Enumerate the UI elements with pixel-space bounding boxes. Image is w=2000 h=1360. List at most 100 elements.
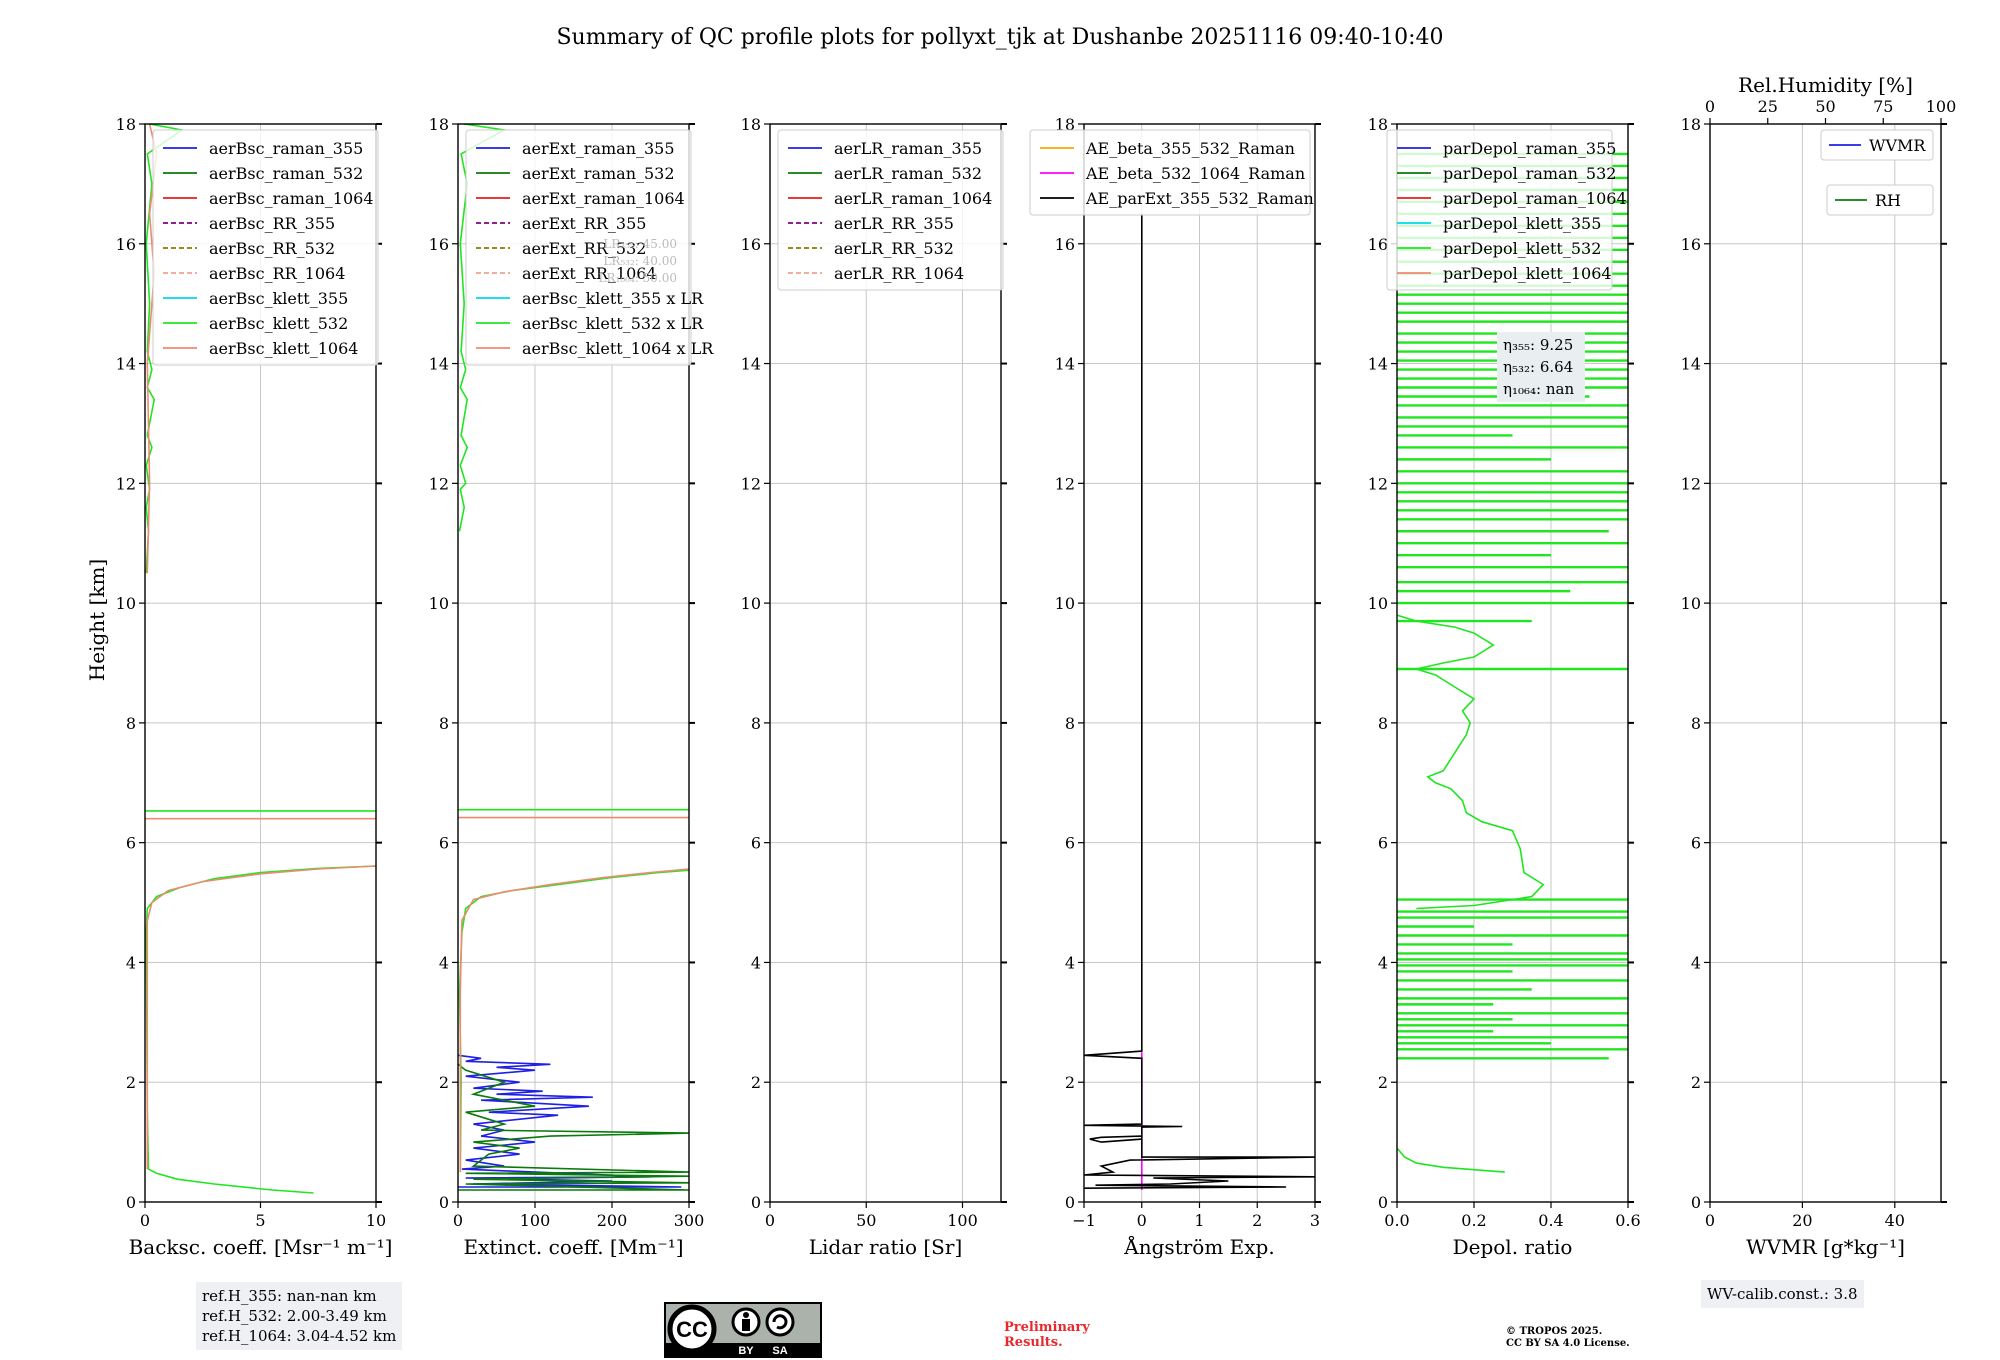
legend-label: aerBsc_raman_355 [209, 139, 363, 158]
x-axis-label: Backsc. coeff. [Msr⁻¹ m⁻¹] [129, 1235, 393, 1259]
ytick-label: 16 [741, 235, 761, 254]
panel-bsc: 0 2 4 6 8 10 12 14 16 18 0 5 10 Backsc. coeff. [Msr⁻¹… [116, 115, 393, 1259]
ytick-label: 4 [1378, 953, 1388, 972]
ytick-label: 16 [1055, 235, 1075, 254]
axes-frame [1396, 123, 1629, 1203]
xtick-label: 5 [255, 1211, 265, 1230]
ytick-label: 14 [741, 355, 761, 374]
legend-label: aerLR_raman_532 [834, 164, 982, 183]
legend-label: aerExt_raman_532 [522, 164, 675, 183]
ytick-label: 2 [1691, 1073, 1701, 1092]
ytick-label: 8 [1065, 714, 1075, 733]
legend-label: aerBsc_klett_355 [209, 289, 348, 308]
eta-annotation: η₁₀₆₄: nan [1503, 380, 1574, 398]
xtick-label: 0 [140, 1211, 150, 1230]
xtick-label: 1 [1194, 1211, 1204, 1230]
lr-annotation: LR₅₃₂: 40.00 [603, 254, 677, 268]
ytick-label: 4 [439, 953, 449, 972]
ytick-label: 6 [751, 834, 761, 853]
series-aerbsc-klett-532-x-lr-upper- [458, 123, 507, 532]
ytick-label: 10 [1368, 594, 1388, 613]
ytick-label: 10 [1055, 594, 1075, 613]
ytick-label: 6 [1691, 834, 1701, 853]
ytick-label: 12 [1681, 474, 1701, 493]
ytick-label: 2 [751, 1073, 761, 1092]
legend-box [1386, 129, 1613, 291]
eta-box [1497, 332, 1585, 402]
legend-label: aerBsc_raman_532 [209, 164, 363, 183]
ytick-label: 6 [126, 834, 136, 853]
legend-label: aerBsc_klett_532 x LR [522, 314, 704, 333]
copyright-line-2: CC BY SA 4.0 License. [1506, 1338, 1630, 1349]
xtick-label: 100 [520, 1211, 551, 1230]
ytick-label: 18 [116, 115, 136, 134]
xtick-label: 2 [1252, 1211, 1262, 1230]
ytick-label: 12 [116, 474, 136, 493]
cc-by-sa-badge: CC BY SA [664, 1302, 822, 1358]
xtick-label: 300 [674, 1211, 705, 1230]
lr-annotation: LR₃₅₅: 45.00 [603, 237, 677, 251]
ytick-label: 12 [429, 474, 449, 493]
legend-box [1820, 129, 1934, 161]
ytick-label: 8 [751, 714, 761, 733]
legend-label: aerExt_RR_1064 [522, 264, 657, 283]
ytick-label: 2 [1065, 1073, 1075, 1092]
ref-height-box: ref.H_355: nan-nan km ref.H_532: 2.00-3.… [196, 1282, 403, 1350]
top-xtick-label: 100 [1926, 97, 1957, 116]
xtick-label: 0.4 [1538, 1211, 1563, 1230]
x-axis-label: Ångström Exp. [1123, 1234, 1274, 1259]
panel-lr: 0 2 4 6 8 10 12 14 16 18 0 50 100 Lidar ratio [Sr] aer… [741, 115, 1007, 1259]
preliminary-line-1: Preliminary [1004, 1320, 1090, 1335]
xtick-label: 0.6 [1615, 1211, 1640, 1230]
x-axis-label: Depol. ratio [1453, 1235, 1573, 1259]
ytick-label: 10 [429, 594, 449, 613]
xtick-label: 0 [453, 1211, 463, 1230]
xtick-label: 0 [1137, 1211, 1147, 1230]
ytick-label: 0 [1065, 1193, 1075, 1212]
wv-calib-box: WV-calib.const.: 3.8 [1701, 1280, 1864, 1308]
ytick-label: 12 [1368, 474, 1388, 493]
axes-frame [1709, 123, 1942, 1203]
legend-label: WVMR [1869, 136, 1926, 155]
legend-label: AE_beta_532_1064_Raman [1085, 164, 1305, 183]
axes-frame [769, 123, 1002, 1203]
series-aerbsc-klett-1064-x-lr [459, 868, 690, 1173]
ytick-label: 16 [429, 235, 449, 254]
ref-height-532: ref.H_532: 2.00-3.49 km [202, 1307, 387, 1325]
xtick-label: 200 [597, 1211, 628, 1230]
series-ae-parext-355-532-raman [1083, 213, 1316, 1189]
series-aerbsc-klett-1064 [146, 865, 377, 1170]
eta-annotation: η₅₃₂: 6.64 [1503, 358, 1573, 376]
xtick-label: 50 [856, 1211, 876, 1230]
series-pardepol-klett-532-mid- [1396, 614, 1545, 910]
xtick-label: −1 [1072, 1211, 1096, 1230]
ytick-label: 18 [741, 115, 761, 134]
x-axis-label: Extinct. coeff. [Mm⁻¹] [463, 1235, 683, 1259]
top-xtick-label: 0 [1705, 97, 1715, 116]
top-xtick-label: 25 [1758, 97, 1778, 116]
top-xtick-label: 50 [1815, 97, 1835, 116]
top-xtick-label: 75 [1873, 97, 1893, 116]
legend-label: aerBsc_klett_1064 [209, 339, 358, 358]
ytick-label: 0 [1378, 1193, 1388, 1212]
legend-label: parDepol_klett_1064 [1443, 264, 1612, 283]
ytick-label: 18 [1681, 115, 1701, 134]
legend-label: parDepol_raman_1064 [1443, 189, 1627, 208]
legend-label: aerExt_raman_355 [522, 139, 675, 158]
series-aerext-raman-532 [457, 1063, 690, 1191]
xtick-label: 0 [1705, 1211, 1715, 1230]
ytick-label: 10 [1681, 594, 1701, 613]
xtick-label: 3 [1310, 1211, 1320, 1230]
xtick-label: 20 [1792, 1211, 1812, 1230]
legend-label: aerBsc_klett_1064 x LR [522, 339, 714, 358]
legend-label: aerLR_raman_355 [834, 139, 982, 158]
legend-label: aerBsc_raman_1064 [209, 189, 374, 208]
ytick-label: 2 [1378, 1073, 1388, 1092]
legend-label: aerExt_raman_1064 [522, 189, 685, 208]
legend-label: parDepol_klett_532 [1443, 239, 1601, 258]
legend-box [152, 129, 379, 366]
legend-label: aerLR_RR_355 [834, 214, 954, 233]
legend-label: aerBsc_klett_532 [209, 314, 348, 333]
